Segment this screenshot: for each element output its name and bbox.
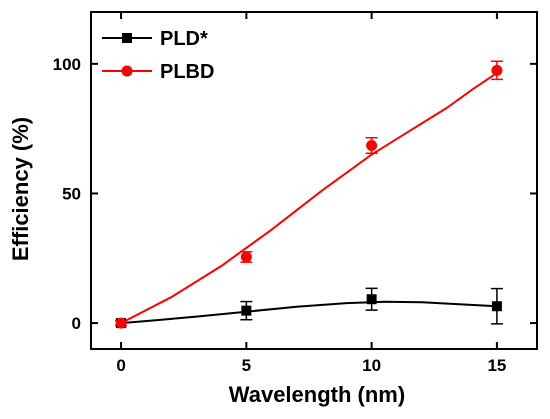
series-layer [115, 60, 503, 329]
data-point [366, 140, 378, 152]
x-tick-label: 5 [242, 356, 251, 375]
y-axis-title: Efficiency (%) [8, 117, 33, 261]
y-tick-label: 0 [72, 314, 81, 333]
data-point [366, 294, 377, 305]
x-tick-label: 15 [487, 356, 506, 375]
y-tick-label: 100 [53, 55, 81, 74]
data-point [240, 251, 252, 263]
legend-item: PLBD [102, 61, 214, 83]
x-axis-title: Wavelength (nm) [229, 382, 405, 407]
data-point [241, 305, 252, 316]
series-1 [115, 60, 503, 329]
x-tick-label: 0 [116, 356, 125, 375]
y-tick-label: 50 [62, 184, 81, 203]
legend-marker [122, 33, 132, 43]
plot-frame [90, 11, 538, 350]
data-point [491, 64, 503, 76]
series-line [120, 72, 498, 324]
x-tick-label: 10 [362, 356, 381, 375]
data-point [115, 317, 127, 329]
legend-label: PLBD [160, 61, 214, 83]
axes: 0 5 10 15 0 50 100 [53, 11, 538, 375]
series-0 [115, 287, 503, 329]
legend: PLD* PLBD [102, 28, 214, 83]
series-line [121, 300, 497, 325]
legend-item: PLD* [102, 28, 208, 50]
legend-label: PLD* [160, 28, 208, 50]
data-point [491, 301, 502, 312]
legend-marker [121, 65, 133, 77]
